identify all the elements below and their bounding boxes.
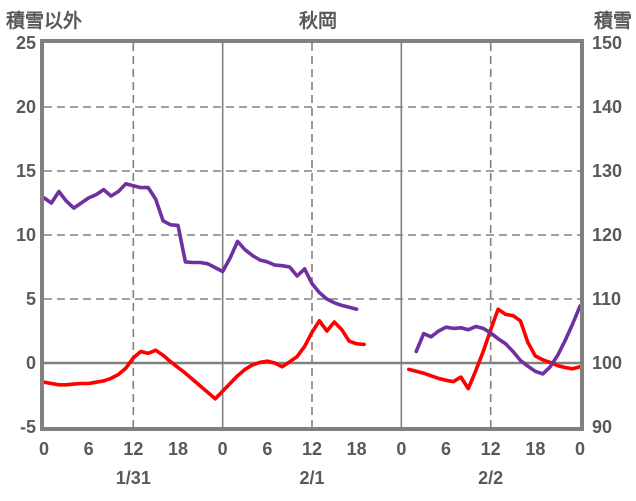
series-purple-line (44, 182, 359, 312)
right-axis-tick-label: 130 (592, 161, 623, 181)
date-label: 1/31 (115, 468, 151, 488)
x-axis-tick-label: 18 (525, 439, 546, 459)
left-axis-tick-label: 5 (25, 289, 36, 309)
x-axis-tick-label: 18 (346, 439, 367, 459)
x-axis-tick-label: 0 (396, 439, 407, 459)
x-axis-tick-label: 12 (123, 439, 144, 459)
series-purple-line (414, 304, 580, 376)
left-axis-tick-label: 10 (15, 225, 36, 245)
date-label: 2/1 (299, 468, 325, 488)
left-axis-tick-label: 20 (15, 97, 36, 117)
right-axis-tick-label: 90 (592, 417, 613, 437)
chart-plot (44, 43, 580, 427)
left-axis-tick-label: -5 (19, 417, 36, 437)
left-axis-tick-label: 25 (15, 33, 36, 53)
series-red-line (406, 307, 580, 391)
left-axis-tick-label: 0 (25, 353, 36, 373)
right-axis-tick-label: 120 (592, 225, 623, 245)
x-axis-tick-label: 12 (480, 439, 501, 459)
right-axis-tick-label: 140 (592, 97, 623, 117)
x-axis-tick-label: 0 (217, 439, 228, 459)
right-axis-title: 積雪 (593, 11, 632, 32)
x-axis-tick-label: 6 (440, 439, 451, 459)
right-axis-tick-label: 150 (592, 33, 623, 53)
x-axis-tick-label: 6 (83, 439, 94, 459)
x-axis-tick-label: 0 (574, 439, 585, 459)
chart-title: 秋岡 (298, 11, 337, 32)
series-red-line (44, 318, 366, 401)
x-axis-tick-label: 12 (301, 439, 323, 459)
left-axis-title: 積雪以外 (6, 11, 83, 32)
x-axis-tick-label: 0 (38, 439, 49, 459)
left-axis-tick-label: 15 (15, 161, 36, 181)
x-axis-tick-label: 18 (167, 439, 189, 459)
x-axis-tick-label: 6 (262, 439, 273, 459)
date-label: 2/2 (478, 468, 504, 488)
right-axis-tick-label: 110 (592, 289, 622, 309)
right-axis-tick-label: 100 (592, 353, 623, 373)
